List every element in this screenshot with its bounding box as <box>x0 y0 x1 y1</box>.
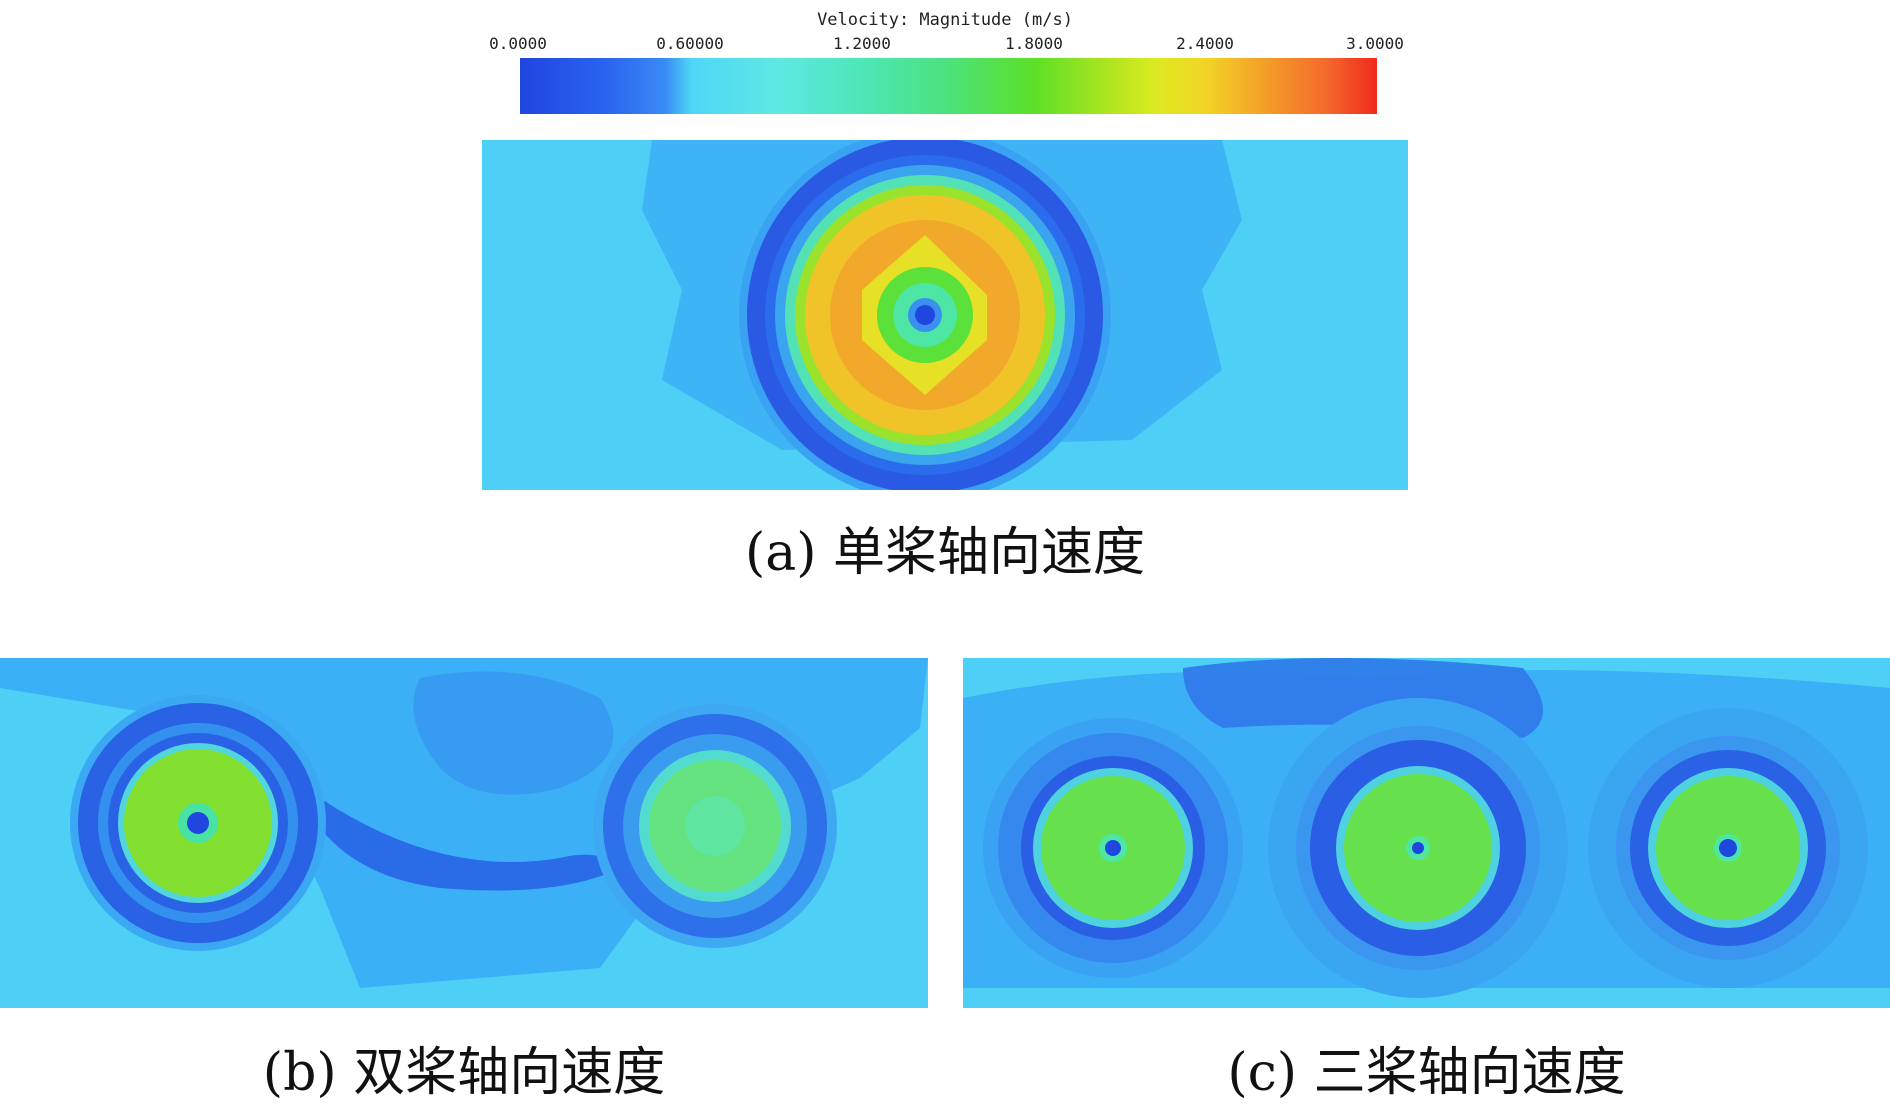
colorbar-tick-0: 0.0000 <box>489 34 547 53</box>
panel-b-contour <box>0 658 928 1008</box>
panel-c-svg <box>963 658 1890 1008</box>
panel-a-contour <box>482 140 1408 490</box>
panel-a-svg <box>482 140 1408 490</box>
caption-c: (c) 三桨轴向速度 <box>1227 1043 1626 1103</box>
colorbar-tick-1: 0.60000 <box>656 34 724 53</box>
caption-b: (b) 双桨轴向速度 <box>262 1043 666 1103</box>
colorbar-gradient <box>520 58 1377 114</box>
caption-a: (a) 单桨轴向速度 <box>744 523 1146 583</box>
colorbar-tick-4: 2.4000 <box>1176 34 1234 53</box>
colorbar-tick-3: 1.8000 <box>1005 34 1063 53</box>
colorbar-title: Velocity: Magnitude (m/s) <box>817 10 1073 30</box>
panel-b-svg <box>0 658 928 1008</box>
panel-c-contour <box>963 658 1890 1008</box>
colorbar-tick-2: 1.2000 <box>833 34 891 53</box>
colorbar-tick-5: 3.0000 <box>1346 34 1404 53</box>
